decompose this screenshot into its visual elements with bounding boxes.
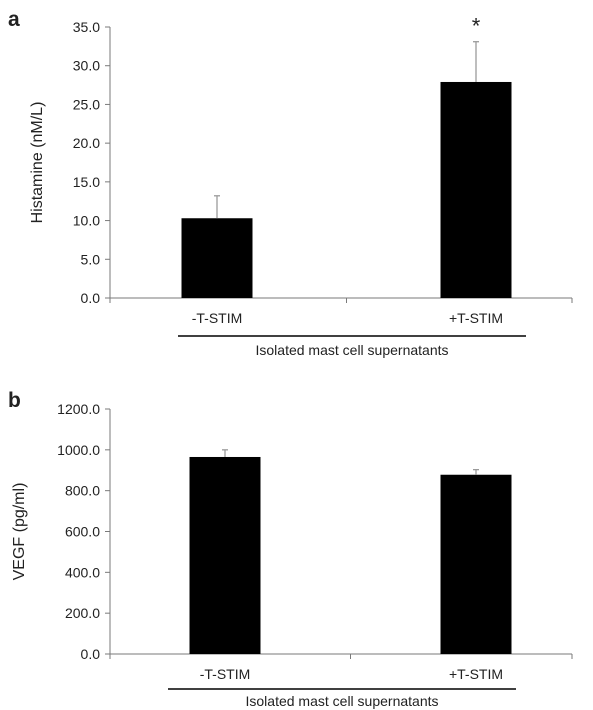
y-tick-label: 1000.0 xyxy=(57,442,100,458)
group-label: Isolated mast cell supernatants xyxy=(246,693,439,709)
y-axis-title: VEGF (pg/ml) xyxy=(11,483,28,581)
y-tick-label: 1200.0 xyxy=(57,401,100,417)
y-tick-label: 35.0 xyxy=(73,19,100,35)
y-tick-label: 800.0 xyxy=(65,483,100,499)
bar xyxy=(440,474,512,654)
y-tick-label: 20.0 xyxy=(73,135,100,151)
x-tick-label: +T-STIM xyxy=(449,310,503,326)
significance-marker: * xyxy=(472,14,481,39)
panel-label: b xyxy=(8,389,21,412)
y-tick-label: 200.0 xyxy=(65,605,100,621)
y-tick-label: 5.0 xyxy=(81,251,101,267)
group-label: Isolated mast cell supernatants xyxy=(256,342,449,358)
y-tick-label: 30.0 xyxy=(73,58,100,74)
y-tick-label: 0.0 xyxy=(81,646,101,662)
y-tick-label: 400.0 xyxy=(65,564,100,580)
y-tick-label: 600.0 xyxy=(65,524,100,540)
x-tick-label: +T-STIM xyxy=(449,666,503,682)
bar xyxy=(440,81,512,298)
x-tick-label: -T-STIM xyxy=(200,666,251,682)
y-tick-label: 25.0 xyxy=(73,96,100,112)
y-tick-label: 15.0 xyxy=(73,174,100,190)
bar xyxy=(181,218,253,298)
bar xyxy=(189,456,261,654)
x-tick-label: -T-STIM xyxy=(192,310,243,326)
y-tick-label: 10.0 xyxy=(73,213,100,229)
y-axis-title: Histamine (nM/L) xyxy=(29,102,46,224)
y-tick-label: 0.0 xyxy=(81,290,101,306)
panel-label: a xyxy=(8,8,20,31)
